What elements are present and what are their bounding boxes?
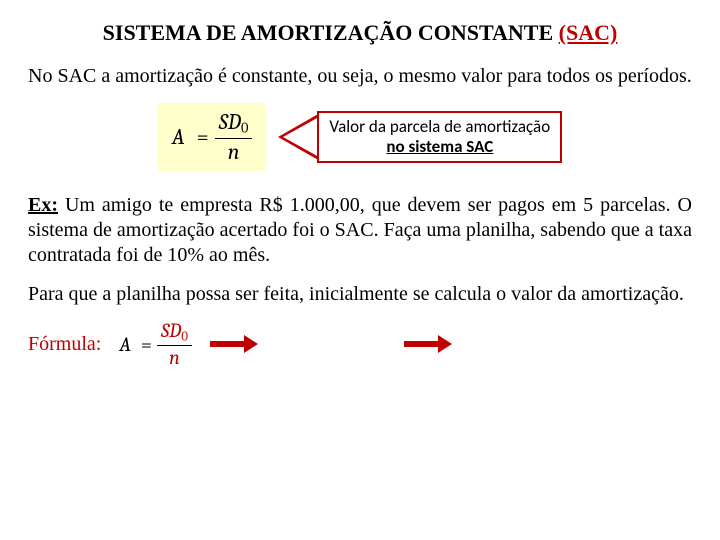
formula-lhs: A [172, 124, 185, 150]
small-formula-numerator: SD0 [157, 321, 192, 343]
small-formula: A = SD0 n [119, 321, 192, 368]
callout-box: Valor da parcela de amortização no siste… [317, 111, 562, 164]
title-acronym: (SAC) [559, 20, 618, 45]
example-text: Um amigo te empresta R$ 1.000,00, que de… [28, 194, 692, 266]
small-formula-denominator: n [165, 348, 184, 368]
small-formula-fraction: SD0 n [157, 321, 192, 368]
small-formula-lhs: A [119, 333, 131, 356]
example-paragraph: Ex: Um amigo te empresta R$ 1.000,00, qu… [28, 193, 692, 268]
callout-line2: no sistema SAC [329, 137, 550, 157]
title-main: SISTEMA DE AMORTIZAÇÃO CONSTANTE [103, 20, 559, 45]
formula-denominator: n [224, 141, 244, 163]
callout-line1: Valor da parcela de amortização [329, 117, 550, 137]
para-amortizacao: Para que a planilha possa ser feita, ini… [28, 282, 692, 307]
formula-fraction: SD0 n [215, 111, 253, 163]
arrow-right-icon [404, 338, 452, 350]
main-formula-box: A = SD0 n [158, 103, 267, 171]
formula-numerator: SD0 [215, 111, 253, 136]
formula-eq: = [197, 124, 209, 150]
arrow-right-icon [210, 338, 258, 350]
example-prefix: Ex: [28, 194, 58, 216]
intro-paragraph: No SAC a amortização é constante, ou sej… [28, 64, 692, 89]
page-title: SISTEMA DE AMORTIZAÇÃO CONSTANTE (SAC) [28, 20, 692, 46]
formula-label: Fórmula: [28, 333, 101, 356]
callout-arrow-group: Valor da parcela de amortização no siste… [278, 111, 562, 164]
callout-arrow-icon [278, 113, 320, 161]
formula-callout-row: A = SD0 n Valor da parcela de amortizaçã… [28, 103, 692, 171]
formula-line: Fórmula: A = SD0 n [28, 321, 692, 368]
small-formula-eq: = [141, 333, 152, 356]
